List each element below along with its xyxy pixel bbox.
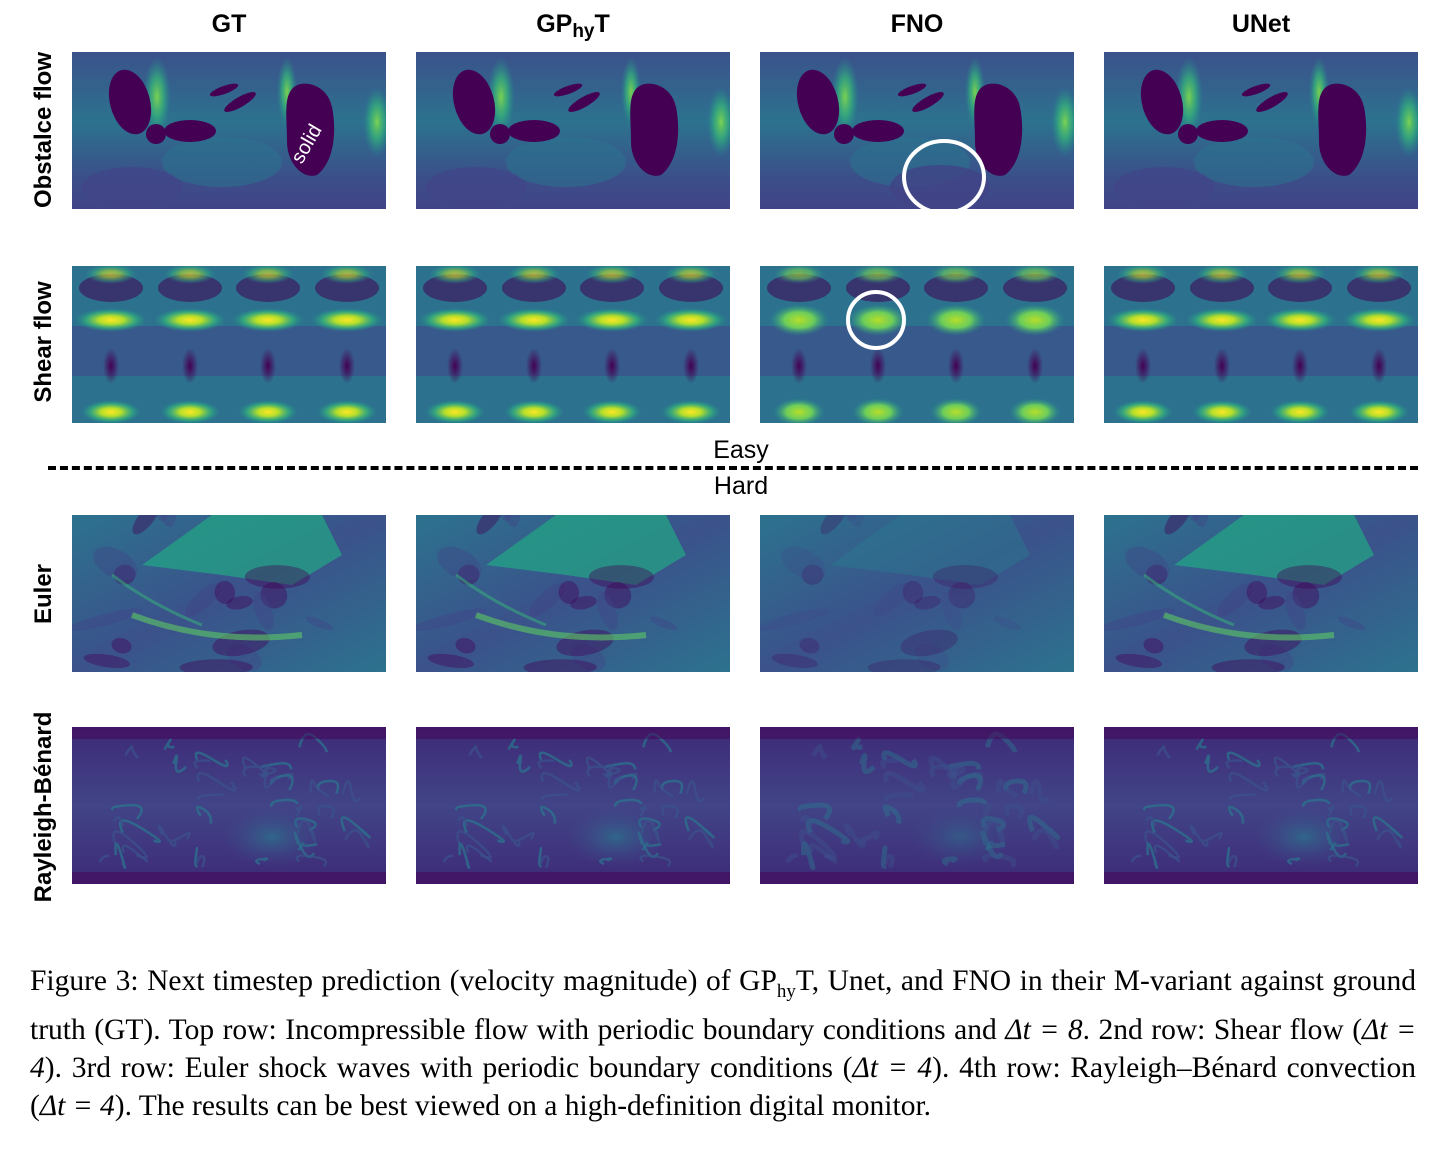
panel-shear-unet	[1104, 266, 1418, 423]
panel-obstacle-gt: solid	[72, 52, 386, 209]
panel-euler-unet	[1104, 515, 1418, 672]
highlight-circle	[846, 290, 906, 350]
column-header-unet: UNet	[1231, 10, 1291, 38]
row-label-euler: Euler	[30, 563, 57, 625]
easy-label: Easy	[713, 436, 769, 464]
row-label-obstacle-flow: Obstalce flow	[30, 51, 57, 209]
panel-rb-gt	[72, 727, 386, 884]
panel-obstacle-fno	[760, 52, 1074, 209]
easy-hard-divider	[48, 466, 1418, 470]
panel-shear-gt	[72, 266, 386, 423]
row-label-shear-flow: Shear flow	[30, 281, 57, 403]
column-header-gt: GT	[211, 10, 247, 38]
panel-euler-gt	[72, 515, 386, 672]
panel-rb-unet	[1104, 727, 1418, 884]
panel-shear-gphyt	[416, 266, 730, 423]
column-header-gphyt: GPhyT	[536, 10, 610, 42]
caption-figure-label: Figure 3:	[30, 965, 139, 997]
hard-label: Hard	[713, 472, 769, 500]
panel-obstacle-gphyt	[416, 52, 730, 209]
panel-rb-fno	[760, 727, 1074, 884]
panel-euler-fno	[760, 515, 1074, 672]
column-header-fno: FNO	[890, 10, 944, 38]
panel-euler-gphyt	[416, 515, 730, 672]
panel-rb-gphyt	[416, 727, 730, 884]
row-label-rayleigh-benard: Rayleigh-Bénard	[30, 711, 57, 903]
highlight-circle	[902, 139, 986, 209]
panel-shear-fno	[760, 266, 1074, 423]
panel-obstacle-unet	[1104, 52, 1418, 209]
figure-caption: Figure 3: Next timestep prediction (velo…	[30, 965, 1417, 1122]
